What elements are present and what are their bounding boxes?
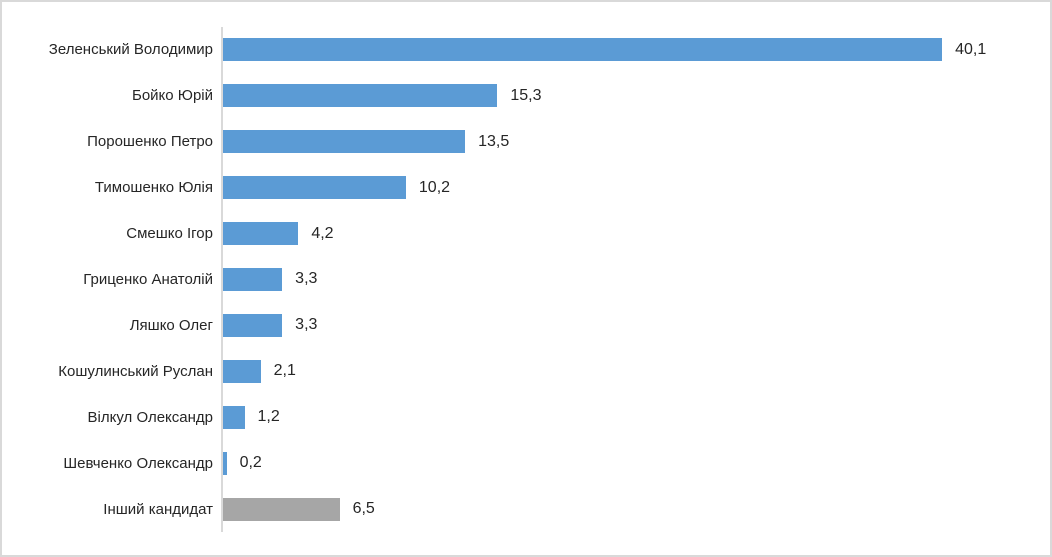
bar-track: 6,5 <box>223 486 1050 532</box>
bar <box>223 222 299 246</box>
value-label: 6,5 <box>352 500 375 518</box>
bar-track: 13,5 <box>223 119 1050 165</box>
value-label: 10,2 <box>418 178 451 196</box>
bar <box>223 451 227 475</box>
bar <box>223 497 340 521</box>
bar-track: 2,1 <box>223 348 1050 394</box>
value-label: 15,3 <box>510 86 542 104</box>
bar-row: Шевченко Олександр 0,2 <box>2 440 1050 486</box>
bar-track: 1,2 <box>223 394 1050 440</box>
category-label: Кошулинський Руслан <box>58 362 213 380</box>
value-label: 1,2 <box>257 408 280 426</box>
bar-row: Порошенко Петро 13,5 <box>2 119 1050 165</box>
value-label: 3,3 <box>295 270 318 288</box>
bar-track: 3,3 <box>223 257 1050 303</box>
value-label: 2,1 <box>273 362 296 380</box>
value-label: 3,3 <box>295 316 318 334</box>
bar-row: Інший кандидат 6,5 <box>2 486 1050 532</box>
bar-row: Тимошенко Юлія 10,2 <box>2 165 1050 211</box>
bar-track: 4,2 <box>223 211 1050 257</box>
bar-row: Вілкул Олександр 1,2 <box>2 394 1050 440</box>
bar <box>223 313 283 337</box>
bar <box>223 267 283 291</box>
bar-track: 0,2 <box>223 440 1050 486</box>
bar-row: Зеленський Володимир 40,1 <box>2 27 1050 73</box>
bar-track: 3,3 <box>223 302 1050 348</box>
bar <box>223 84 498 108</box>
bar-row: Гриценко Анатолій 3,3 <box>2 257 1050 303</box>
bar <box>223 38 943 62</box>
value-label: 40,1 <box>955 40 987 58</box>
value-label: 13,5 <box>478 132 510 150</box>
y-axis-line <box>221 27 223 532</box>
value-label: 4,2 <box>311 224 334 242</box>
category-label: Смешко Ігор <box>126 225 213 243</box>
plot-area: Зеленський Володимир 40,1 Бойко Юрій 15,… <box>2 27 1050 532</box>
bar-row: Бойко Юрій 15,3 <box>2 73 1050 119</box>
category-label: Ляшко Олег <box>129 316 213 334</box>
bar <box>223 130 466 154</box>
category-label: Вілкул Олександр <box>87 408 213 426</box>
bar-row: Смешко Ігор 4,2 <box>2 211 1050 257</box>
category-label: Тимошенко Юлія <box>94 179 213 197</box>
bar-row: Ляшко Олег 3,3 <box>2 302 1050 348</box>
bar-track: 10,2 <box>223 165 1050 211</box>
category-label: Гриценко Анатолій <box>83 270 213 288</box>
bar <box>223 359 261 383</box>
bar-track: 15,3 <box>223 73 1050 119</box>
category-label: Зеленський Володимир <box>48 41 213 59</box>
category-label: Інший кандидат <box>103 500 213 518</box>
category-label: Порошенко Петро <box>87 133 213 151</box>
bar-row: Кошулинський Руслан 2,1 <box>2 348 1050 394</box>
bar-track: 40,1 <box>223 27 1050 73</box>
category-label: Бойко Юрій <box>131 87 213 105</box>
bar <box>223 176 406 200</box>
category-label: Шевченко Олександр <box>63 454 213 472</box>
value-label: 0,2 <box>239 454 262 472</box>
bar <box>223 405 245 429</box>
